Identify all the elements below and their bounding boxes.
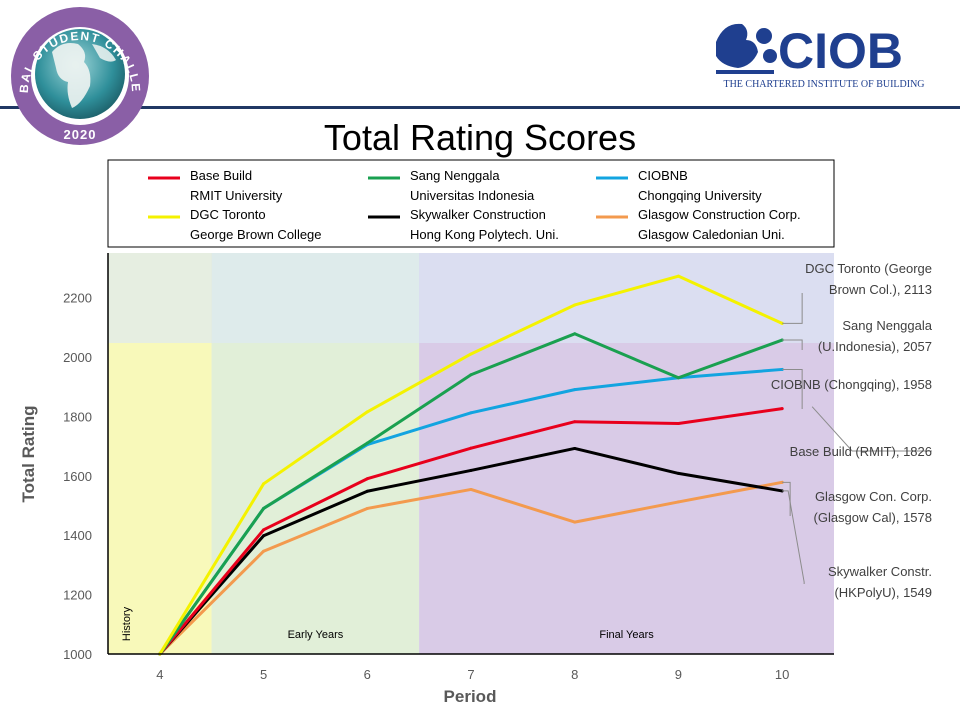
region-fade-1: [211, 253, 420, 343]
annotation-leader-3: [782, 293, 803, 324]
data-point-3-2: [365, 410, 369, 414]
data-point-3-3: [469, 352, 473, 356]
annotation-text-0: Base Build (RMIT), 1826: [790, 444, 932, 459]
axes: 1000 1200 1400 1600 1800 2000 2200 4 5 6 7 8 9 10: [63, 253, 834, 682]
badge-year: 2020: [64, 127, 97, 142]
data-point-4-2: [365, 489, 369, 493]
annotation-text-1: Sang Nenggala: [842, 318, 932, 333]
data-point-2-3: [469, 411, 473, 415]
x-axis-label: Period: [444, 687, 497, 706]
x-tick-label: 8: [571, 667, 578, 682]
data-point-1-3: [469, 373, 473, 377]
data-point-0-4: [573, 420, 577, 424]
data-point-4-5: [676, 471, 680, 475]
data-point-5-4: [573, 520, 577, 524]
data-point-0-3: [469, 446, 473, 450]
annotation-text-4: Skywalker Constr.: [828, 564, 932, 579]
legend-name: CIOBNB: [638, 168, 688, 183]
data-point-3-1: [262, 482, 266, 486]
region-fade-0: [108, 253, 212, 343]
data-point-1-1: [262, 506, 266, 510]
data-point-5-2: [365, 506, 369, 510]
annotations: Base Build (RMIT), 1826 Sang Nenggala (U.I…: [771, 261, 933, 600]
annotation-leader-4: [782, 490, 805, 584]
data-point-3-5: [676, 274, 680, 278]
data-point-1-4: [573, 332, 577, 336]
annotation-text-5: Glasgow Con. Corp.: [815, 489, 932, 504]
legend-org: George Brown College: [190, 227, 322, 242]
annotation-leaders: [782, 293, 932, 584]
y-tick-label: 1800: [63, 409, 92, 424]
legend-name: Skywalker Construction: [410, 207, 546, 222]
legend-name: Sang Nenggala: [410, 168, 500, 183]
y-tick-label: 1200: [63, 588, 92, 603]
ciob-logo: CIOB THE CHARTERED INSTITUTE OF BUILDING: [716, 23, 925, 90]
annotation-leader-2: [782, 368, 803, 409]
legend-org: RMIT University: [190, 188, 283, 203]
y-tick-label: 1400: [63, 528, 92, 543]
ciob-crest-icon: [716, 23, 777, 74]
legend-org: Chongqing University: [638, 188, 762, 203]
y-tick-label: 2200: [63, 291, 92, 306]
data-point-0-6: [780, 407, 784, 411]
ciob-logo-text: CIOB: [778, 23, 903, 79]
header-rule: [0, 106, 960, 109]
annotation-leader-1: [782, 339, 803, 350]
data-point-0-1: [262, 528, 266, 532]
x-tick-label: 4: [156, 667, 163, 682]
legend-name: DGC Toronto: [190, 207, 266, 222]
chart-title: Total Rating Scores: [324, 117, 636, 158]
data-point-3-4: [573, 303, 577, 307]
legend-box: [107, 159, 835, 248]
data-point-4-3: [469, 468, 473, 472]
annotation-leader-5: [782, 481, 791, 516]
ciob-subtitle: THE CHARTERED INSTITUTE OF BUILDING: [723, 79, 924, 90]
annotation-text-1: (U.Indonesia), 2057: [818, 339, 932, 354]
legend-org: Glasgow Caledonian Uni.: [638, 227, 785, 242]
legend-name: Glasgow Construction Corp.: [638, 207, 801, 222]
region-label-0: History: [121, 606, 133, 641]
annotation-text-2: CIOBNB (Chongqing), 1958: [771, 377, 932, 392]
y-tick-label: 1000: [63, 647, 92, 662]
annotation-leader-0: [811, 406, 932, 452]
series-lines: [158, 274, 784, 656]
annotation-text-3: DGC Toronto (George: [805, 261, 932, 276]
data-point-0-5: [676, 421, 680, 425]
data-point-5-1: [262, 549, 266, 553]
region-label-2: Final Years: [599, 629, 654, 641]
data-point-4-1: [262, 534, 266, 538]
legend-name: Base Build: [190, 168, 252, 183]
x-tick-label: 5: [260, 667, 267, 682]
y-axis-label: Total Rating: [19, 406, 38, 503]
annotation-text-4: (HKPolyU), 1549: [834, 585, 932, 600]
x-tick-label: 9: [675, 667, 682, 682]
y-tick-label: 1600: [63, 469, 92, 484]
data-point-1-2: [365, 441, 369, 445]
data-point-5-5: [676, 500, 680, 504]
data-point-1-5: [676, 376, 680, 380]
plot-background: History Early Years Final Years: [108, 253, 834, 654]
data-point-2-4: [573, 388, 577, 392]
legend: Base Build RMIT University Sang Nenggala Un…: [148, 168, 801, 242]
region-fade-2: [419, 253, 834, 343]
data-point-0-2: [365, 477, 369, 481]
region-label-1: Early Years: [288, 629, 344, 641]
x-tick-label: 7: [467, 667, 474, 682]
annotation-text-5: (Glasgow Cal), 1578: [814, 510, 933, 525]
annotation-text-3: Brown Col.), 2113: [829, 282, 932, 297]
legend-org: Hong Kong Polytech. Uni.: [410, 227, 559, 242]
x-tick-label: 6: [364, 667, 371, 682]
legend-org: Universitas Indonesia: [410, 188, 535, 203]
data-point-4-4: [573, 446, 577, 450]
global-student-challenge-badge: GLOBAL STUDENT CHALLENGE 2020: [0, 0, 149, 145]
x-tick-label: 10: [775, 667, 789, 682]
data-point-5-3: [469, 487, 473, 491]
y-tick-label: 2000: [63, 350, 92, 365]
